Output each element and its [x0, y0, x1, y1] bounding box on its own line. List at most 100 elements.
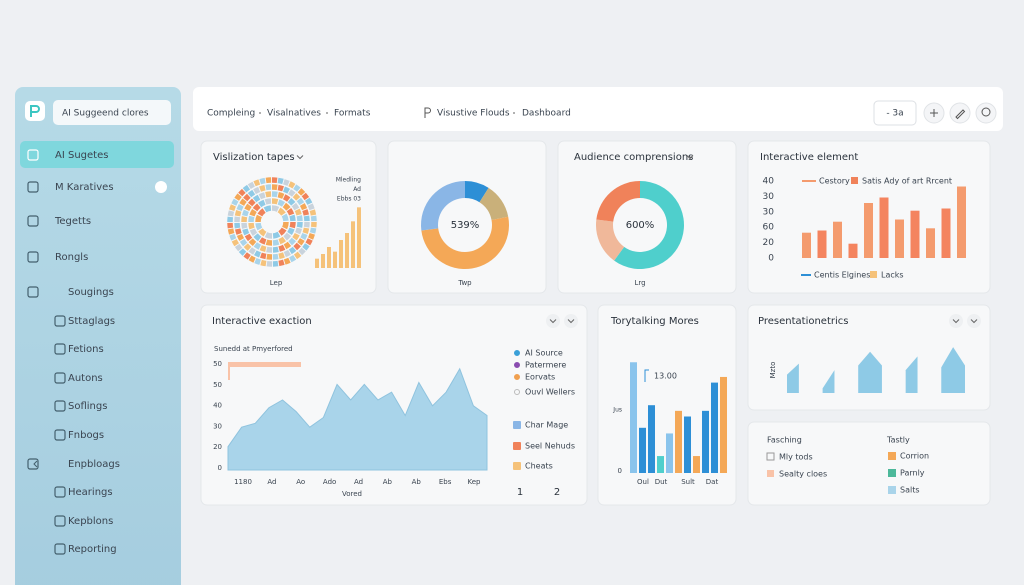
donut-segment [614, 180, 684, 269]
bar [833, 221, 842, 258]
legend-entry: Mledling [336, 177, 361, 184]
chevron[interactable] [686, 155, 694, 160]
sunburst-cell [302, 227, 310, 234]
donut-segment [421, 181, 465, 231]
chevron[interactable] [567, 319, 575, 324]
chevron-button[interactable] [967, 314, 981, 328]
nav-item[interactable]: Fnbogs [68, 430, 104, 441]
area [905, 356, 918, 393]
sunburst-cell [255, 214, 262, 223]
area [787, 363, 799, 393]
sunburst-cell [278, 236, 286, 245]
bar [666, 433, 673, 473]
nav-item[interactable]: Sougings [68, 287, 114, 298]
sunburst-cell [248, 238, 257, 247]
sunburst-cell [308, 233, 315, 240]
sunburst-cell [231, 198, 239, 206]
sunburst-cell [227, 228, 235, 235]
bar [941, 208, 951, 258]
y-tick-label: 50 [213, 360, 222, 368]
active-item[interactable] [20, 141, 174, 168]
sunburst-cell [277, 199, 286, 207]
sunburst-cell [283, 241, 292, 250]
y-tick-label: 40 [763, 177, 775, 187]
bar [321, 254, 325, 268]
highlight-tick [228, 362, 230, 380]
legend-entry: Ad [353, 186, 361, 193]
bar [675, 410, 682, 473]
search-box[interactable] [53, 100, 171, 125]
legend-entry: Ouvl Wellers [525, 388, 575, 397]
sunburst-cell [238, 188, 246, 197]
nav-item[interactable]: Hearings [68, 487, 113, 498]
sunburst-cell [227, 210, 235, 217]
section[interactable]: Visustive Flouds [437, 109, 510, 119]
y-tick-label: 30 [763, 207, 775, 217]
sunburst-cell [259, 177, 266, 185]
badge [155, 181, 167, 193]
y-tick-label: Jus [612, 407, 622, 414]
nav-item[interactable]: Fetions [68, 344, 104, 355]
sunburst-cell [253, 250, 262, 258]
nav-item[interactable]: Rongls [55, 252, 88, 263]
chevron[interactable] [952, 319, 960, 324]
sunburst-cell [252, 194, 261, 203]
nav-icon [27, 458, 39, 470]
checkbox[interactable] [766, 452, 775, 461]
breadcrumb[interactable]: Formats [334, 109, 371, 119]
nav-item[interactable]: Soflings [68, 401, 107, 412]
nav-item[interactable]: Sttaglags [68, 316, 115, 327]
nav-item[interactable]: M Karatives [55, 182, 114, 193]
chevron-button[interactable] [949, 314, 963, 328]
nav-icon [54, 343, 66, 355]
bar [657, 456, 664, 473]
nav-icon [54, 486, 66, 498]
sunburst-cell [277, 184, 284, 192]
nav-icon [27, 286, 39, 298]
page-number[interactable]: 1 [517, 487, 523, 498]
nav-item[interactable]: Autons [68, 373, 103, 384]
sunburst-cell [300, 232, 308, 241]
sunburst-cell [293, 242, 301, 251]
x-tick-label: Ado [323, 478, 336, 486]
sunburst-cell [303, 215, 310, 222]
y-tick-label: 0 [618, 467, 622, 475]
breadcrumb[interactable]: Compleing [207, 109, 255, 119]
chevron[interactable] [296, 155, 304, 160]
chevron-button[interactable] [564, 314, 578, 328]
page-name[interactable]: Dashboard [522, 109, 571, 119]
breadcrumb[interactable]: Visalnatives [267, 109, 321, 119]
page-number[interactable]: 2 [554, 487, 560, 498]
sunburst-cell [278, 252, 285, 259]
legend-swatch [888, 486, 896, 494]
sunburst-cell [248, 255, 256, 263]
sunburst-cell [289, 221, 296, 229]
chevron-button[interactable] [546, 314, 560, 328]
sunburst-cell [257, 208, 266, 217]
sunburst-cell [299, 203, 308, 211]
sunburst-cell [264, 232, 273, 239]
control-box[interactable] [873, 100, 917, 126]
nav-item[interactable]: Tegetts [54, 216, 91, 227]
legend-entry: Seel Nehuds [525, 442, 575, 451]
nav-item[interactable]: Kepblons [68, 516, 113, 527]
nav-item[interactable]: AI Sugetes [55, 150, 108, 161]
donut-segment [596, 181, 640, 222]
card [747, 421, 991, 506]
info-button[interactable] [975, 102, 997, 124]
nav-item[interactable]: Reporting [68, 544, 117, 555]
chevron[interactable] [549, 319, 557, 324]
sunburst-cell [247, 189, 256, 198]
card [200, 140, 377, 294]
sunburst-cell [302, 243, 310, 251]
nav-item[interactable]: Enpbloags [68, 459, 120, 470]
bar [817, 230, 827, 258]
chevron[interactable] [970, 319, 978, 324]
checkbox[interactable] [767, 470, 774, 477]
sunburst-cell [293, 184, 301, 192]
y-tick-label: 30 [763, 192, 775, 202]
highlight-band [228, 362, 301, 367]
nav-icon [27, 215, 39, 227]
card-title: Torytalking Mores [610, 316, 699, 327]
